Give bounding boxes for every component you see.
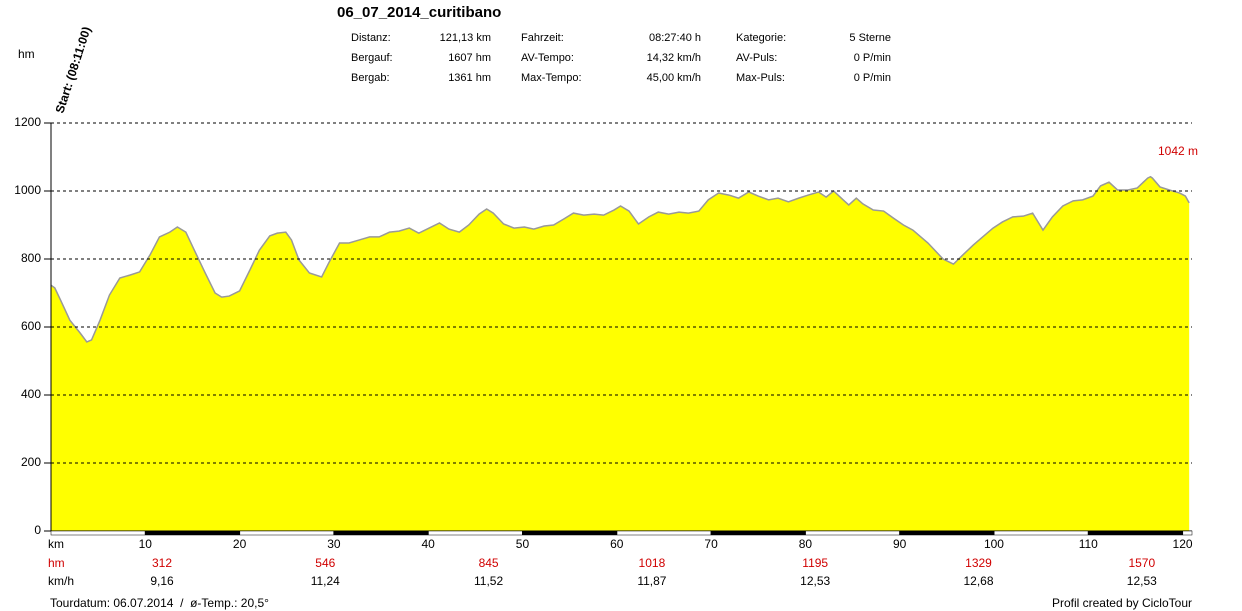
stat-value: 14,32 km/h [647,52,701,64]
x-tick-label: 80 [799,537,813,551]
kmh-value: 11,24 [311,574,340,588]
y-tick-label: 0 [34,523,41,537]
hm-value: 312 [152,556,172,570]
kmh-value: 11,52 [474,574,503,588]
stat-value: 45,00 km/h [647,72,701,84]
stat-label: Max-Puls: [736,72,785,84]
x-axis-bar [899,531,994,535]
kmh-value: 11,87 [637,574,666,588]
max-label: 1042 m [1158,144,1198,158]
hm-value: 1018 [639,556,666,570]
x-axis-bar [1088,531,1183,535]
footer-left: Tourdatum: 06.07.2014 / ø-Temp.: 20,5° [50,596,269,610]
hm-value: 546 [315,556,335,570]
y-tick-label: 1000 [14,183,41,197]
stat-label: AV-Tempo: [521,52,574,64]
x-axis-bar [145,531,240,535]
kmh-row-label: km/h [48,574,74,588]
hm-row-label: hm [48,556,65,570]
y-axis-label: hm [18,47,35,61]
x-tick-label: 110 [1079,537,1098,551]
stat-value: 5 Sterne [849,32,891,44]
stat-value: 121,13 km [440,32,491,44]
stat-value: 08:27:40 h [649,32,701,44]
y-tick-label: 600 [21,319,41,333]
elevation-line [50,175,1190,343]
x-tick-label: 90 [893,537,907,551]
stat-label: Fahrzeit: [521,32,564,44]
hm-value: 1195 [802,556,828,570]
kmh-value: 12,53 [800,574,830,588]
y-tick-label: 400 [21,387,41,401]
stat-label: Max-Tempo: [521,72,582,84]
x-axis-bar [522,531,617,535]
y-tick-label: 200 [21,455,41,469]
kmh-value: 9,16 [150,574,174,588]
hm-value: 845 [479,556,499,570]
y-tick-label: 1200 [14,115,41,129]
kmh-value: 12,68 [963,574,993,588]
x-tick-label: 40 [422,537,436,551]
stat-value: 0 P/min [854,72,891,84]
start-label: Start: (08:11:00) [53,25,94,115]
footer-right: Profil created by CicloTour [1052,596,1192,610]
y-tick-label: 800 [21,251,41,265]
stat-label: Kategorie: [736,32,786,44]
hm-value: 1570 [1128,556,1155,570]
x-tick-label: 100 [984,537,1004,551]
stat-label: Bergauf: [351,52,393,64]
x-axis-bar [333,531,429,535]
x-tick-label: 70 [704,537,718,551]
x-axis-bar [711,531,806,535]
x-axis-label: km [48,537,64,551]
hm-value: 1329 [965,556,992,570]
x-axis-band [50,530,1193,536]
stat-label: Distanz: [351,32,391,44]
x-tick-label: 20 [233,537,247,551]
kmh-value: 12,53 [1127,574,1157,588]
stat-label: AV-Puls: [736,52,777,64]
stat-label: Bergab: [351,72,390,84]
x-tick-label: 10 [139,537,153,551]
chart-title: 06_07_2014_curitibano [337,4,501,21]
stat-value: 1361 hm [448,72,491,84]
x-tick-label: 60 [610,537,624,551]
x-tick-label: 120 [1173,537,1193,551]
x-tick-label: 30 [327,537,341,551]
x-tick-label: 50 [516,537,530,551]
stat-value: 1607 hm [448,52,491,64]
stat-value: 0 P/min [854,52,891,64]
elevation-area [51,176,1190,531]
